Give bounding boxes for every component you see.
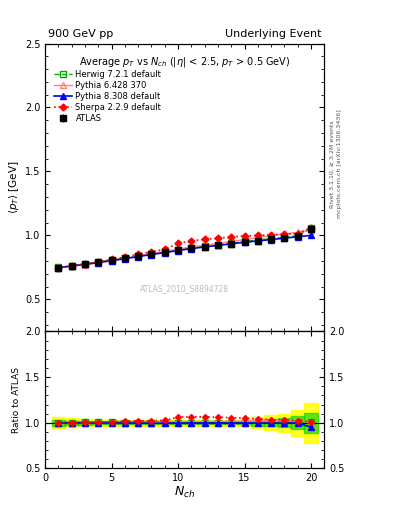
Pythia 8.308 default (123, 255, 127, 262)
Pythia 8.308 default (242, 239, 247, 245)
Pythia 8.308 default (229, 241, 233, 247)
Herwig 7.2.1 default (70, 263, 74, 269)
Pythia 6.428 370 (242, 237, 247, 243)
Pythia 6.428 370 (269, 232, 274, 239)
Text: Underlying Event: Underlying Event (225, 29, 321, 39)
Herwig 7.2.1 default (269, 236, 274, 242)
Pythia 6.428 370 (255, 234, 260, 241)
Sherpa 2.2.9 default (189, 238, 194, 244)
Pythia 8.308 default (162, 249, 167, 255)
Pythia 6.428 370 (136, 253, 141, 259)
Pythia 6.428 370 (70, 263, 74, 269)
Pythia 6.428 370 (202, 242, 207, 248)
Herwig 7.2.1 default (255, 237, 260, 243)
Pythia 8.308 default (216, 242, 220, 248)
Herwig 7.2.1 default (216, 242, 220, 248)
Sherpa 2.2.9 default (96, 259, 101, 265)
Pythia 8.308 default (109, 258, 114, 264)
Sherpa 2.2.9 default (269, 232, 274, 238)
Line: Sherpa 2.2.9 default: Sherpa 2.2.9 default (56, 225, 313, 270)
Pythia 8.308 default (56, 265, 61, 271)
Sherpa 2.2.9 default (162, 246, 167, 252)
Pythia 6.428 370 (282, 231, 287, 237)
Pythia 8.308 default (255, 238, 260, 244)
Sherpa 2.2.9 default (202, 236, 207, 242)
Herwig 7.2.1 default (123, 255, 127, 261)
Text: 900 GeV pp: 900 GeV pp (48, 29, 113, 39)
Herwig 7.2.1 default (109, 257, 114, 263)
Line: Pythia 6.428 370: Pythia 6.428 370 (55, 226, 314, 271)
Pythia 8.308 default (282, 235, 287, 241)
Herwig 7.2.1 default (295, 232, 300, 239)
Herwig 7.2.1 default (136, 253, 141, 259)
Sherpa 2.2.9 default (255, 232, 260, 239)
Sherpa 2.2.9 default (295, 230, 300, 237)
Sherpa 2.2.9 default (123, 254, 127, 260)
Pythia 8.308 default (136, 253, 141, 260)
Pythia 8.308 default (149, 251, 154, 258)
Herwig 7.2.1 default (282, 234, 287, 241)
Pythia 6.428 370 (123, 255, 127, 262)
Sherpa 2.2.9 default (216, 235, 220, 241)
Pythia 6.428 370 (189, 244, 194, 250)
Pythia 8.308 default (269, 237, 274, 243)
Pythia 6.428 370 (149, 250, 154, 257)
Pythia 6.428 370 (309, 227, 313, 233)
Pythia 6.428 370 (295, 229, 300, 236)
Pythia 8.308 default (83, 261, 87, 267)
Pythia 8.308 default (176, 247, 180, 253)
Herwig 7.2.1 default (189, 245, 194, 251)
Herwig 7.2.1 default (149, 251, 154, 257)
Y-axis label: $\langle p_T \rangle$ [GeV]: $\langle p_T \rangle$ [GeV] (7, 161, 21, 214)
Sherpa 2.2.9 default (309, 225, 313, 231)
Text: Average $p_T$ vs $N_{ch}$ ($|\eta|$ < 2.5, $p_T$ > 0.5 GeV): Average $p_T$ vs $N_{ch}$ ($|\eta|$ < 2.… (79, 55, 290, 69)
Herwig 7.2.1 default (96, 259, 101, 265)
Text: mcplots.cern.ch [arXiv:1306.3436]: mcplots.cern.ch [arXiv:1306.3436] (338, 110, 342, 218)
Sherpa 2.2.9 default (83, 261, 87, 267)
Pythia 6.428 370 (96, 260, 101, 266)
Herwig 7.2.1 default (56, 264, 61, 270)
Pythia 8.308 default (202, 244, 207, 250)
Pythia 6.428 370 (83, 262, 87, 268)
Sherpa 2.2.9 default (149, 249, 154, 255)
Text: ATLAS_2010_S8894728: ATLAS_2010_S8894728 (140, 284, 229, 293)
Legend: Herwig 7.2.1 default, Pythia 6.428 370, Pythia 8.308 default, Sherpa 2.2.9 defau: Herwig 7.2.1 default, Pythia 6.428 370, … (52, 68, 163, 124)
Pythia 6.428 370 (162, 248, 167, 254)
Pythia 6.428 370 (56, 264, 61, 270)
Sherpa 2.2.9 default (109, 257, 114, 263)
Sherpa 2.2.9 default (176, 240, 180, 246)
Herwig 7.2.1 default (309, 225, 313, 231)
Pythia 8.308 default (309, 232, 313, 239)
Pythia 6.428 370 (109, 258, 114, 264)
Pythia 6.428 370 (216, 241, 220, 247)
Pythia 8.308 default (295, 233, 300, 240)
Pythia 6.428 370 (229, 239, 233, 245)
Sherpa 2.2.9 default (70, 263, 74, 269)
Pythia 6.428 370 (176, 246, 180, 252)
Herwig 7.2.1 default (83, 261, 87, 267)
Herwig 7.2.1 default (202, 243, 207, 249)
Pythia 8.308 default (189, 246, 194, 252)
Sherpa 2.2.9 default (56, 265, 61, 271)
Herwig 7.2.1 default (176, 247, 180, 253)
Sherpa 2.2.9 default (242, 233, 247, 239)
Line: Herwig 7.2.1 default: Herwig 7.2.1 default (55, 225, 314, 270)
Y-axis label: Ratio to ATLAS: Ratio to ATLAS (12, 367, 21, 433)
Sherpa 2.2.9 default (136, 251, 141, 258)
Herwig 7.2.1 default (162, 249, 167, 255)
Line: Pythia 8.308 default: Pythia 8.308 default (55, 232, 314, 271)
Herwig 7.2.1 default (242, 239, 247, 245)
Sherpa 2.2.9 default (229, 234, 233, 240)
X-axis label: $N_{ch}$: $N_{ch}$ (174, 485, 195, 500)
Pythia 8.308 default (96, 260, 101, 266)
Sherpa 2.2.9 default (282, 231, 287, 237)
Text: Rivet 3.1.10, ≥ 3.2M events: Rivet 3.1.10, ≥ 3.2M events (330, 120, 334, 208)
Herwig 7.2.1 default (229, 240, 233, 246)
Pythia 8.308 default (70, 263, 74, 269)
